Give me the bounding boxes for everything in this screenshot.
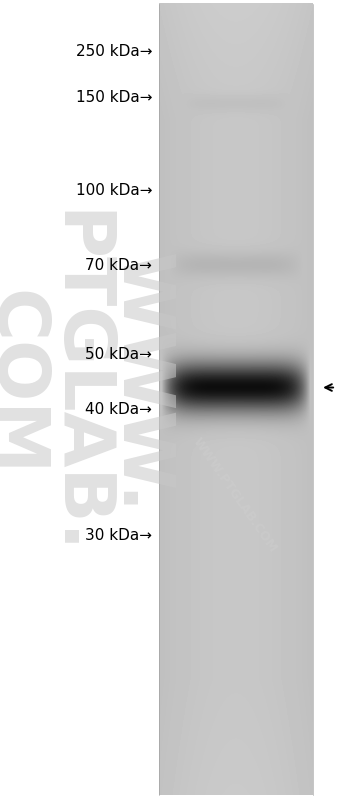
Text: 250 kDa→: 250 kDa→ xyxy=(76,45,152,59)
Text: 30 kDa→: 30 kDa→ xyxy=(85,528,152,543)
Text: 40 kDa→: 40 kDa→ xyxy=(85,402,152,416)
Text: WWW.
PTGLAB.
COM: WWW. PTGLAB. COM xyxy=(0,210,175,557)
Text: 100 kDa→: 100 kDa→ xyxy=(76,183,152,197)
Text: 70 kDa→: 70 kDa→ xyxy=(85,258,152,272)
Text: 50 kDa→: 50 kDa→ xyxy=(85,348,152,362)
Text: 150 kDa→: 150 kDa→ xyxy=(76,90,152,105)
Text: WWW.PTGLAB.COM: WWW.PTGLAB.COM xyxy=(190,435,279,555)
